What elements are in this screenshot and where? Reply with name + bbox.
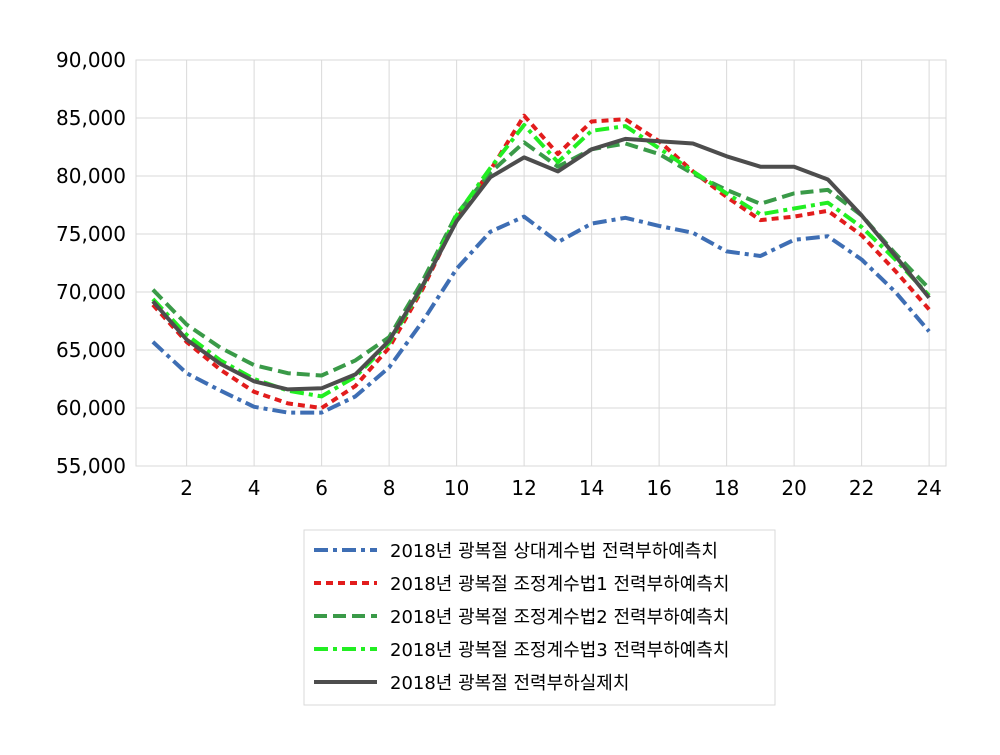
plot-area [135,59,947,467]
x-tick-label: 10 [444,476,469,500]
x-tick-label: 6 [315,476,328,500]
y-tick-label: 60,000 [56,396,126,420]
series-line-3 [151,140,931,378]
x-tick-label: 24 [916,476,941,500]
legend-label-5: 2018년 광복절 전력부하실제치 [390,673,629,694]
x-tick-label: 14 [579,476,604,500]
legend-box [303,529,776,706]
y-tick-label: 80,000 [56,164,126,188]
series-group [151,113,931,415]
series-line-5 [151,136,931,392]
legend-label-2: 2018년 광복절 조정계수법1 전력부하예측치 [390,574,729,595]
legend-label-1: 2018년 광복절 상대계수법 전력부하예측치 [390,541,718,562]
plot-frame [135,59,947,467]
series-line-1 [151,214,931,415]
x-tick-label: 2 [180,476,193,500]
grid [136,59,946,467]
y-tick-label: 75,000 [56,222,126,246]
x-tick-label: 22 [849,476,874,500]
y-tick-label: 65,000 [56,338,126,362]
y-tick-label: 85,000 [56,106,126,130]
legend-label-3: 2018년 광복절 조정계수법2 전력부하예측치 [390,607,729,628]
x-tick-label: 8 [383,476,396,500]
x-tick-label: 4 [248,476,261,500]
x-tick-label: 18 [714,476,739,500]
legend: 2018년 광복절 상대계수법 전력부하예측치 2018년 광복절 조정계수법1 … [303,529,776,706]
y-tick-label: 90,000 [56,48,126,72]
x-tick-label: 16 [646,476,671,500]
y-tick-label: 70,000 [56,280,126,304]
legend-label-4: 2018년 광복절 조정계수법3 전력부하예측치 [390,640,729,661]
x-axis: 2 4 6 8 10 12 14 16 18 20 22 24 [180,476,942,500]
y-axis: 55,000 60,000 65,000 70,000 75,000 80,000 85,0… [56,48,126,478]
y-tick-label: 55,000 [56,454,126,478]
x-tick-label: 12 [511,476,536,500]
series-line-2 [151,113,931,410]
x-tick-label: 20 [781,476,806,500]
